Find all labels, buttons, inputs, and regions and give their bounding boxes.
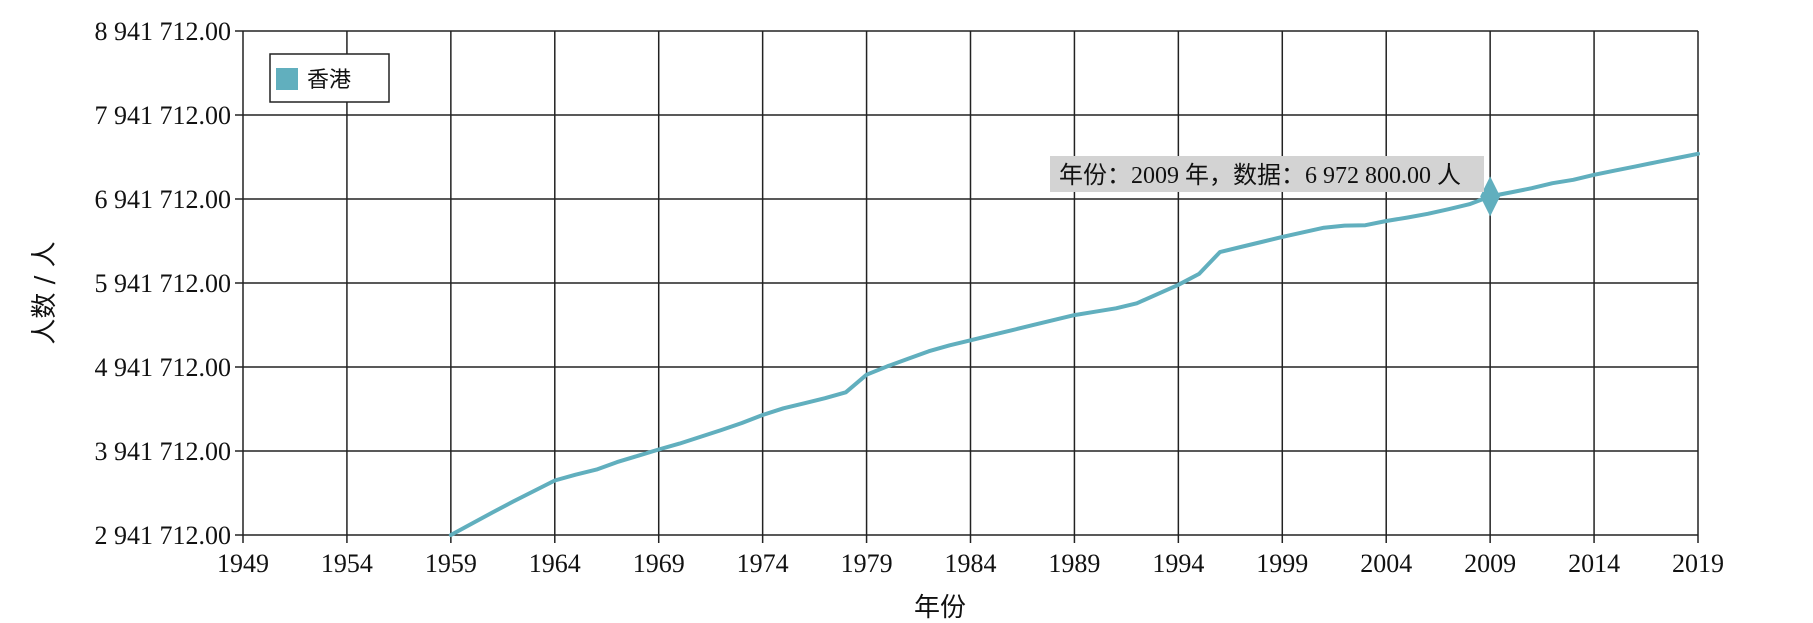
- x-tick-label: 1969: [633, 549, 685, 578]
- x-tick-label: 2009: [1464, 549, 1516, 578]
- x-tick-label: 1974: [737, 549, 789, 578]
- tooltip-text: 年份：2009 年，数据：6 972 800.00 人: [1059, 162, 1461, 189]
- x-axis-title: 年份: [914, 593, 966, 623]
- y-tick-label: 8 941 712.00: [95, 17, 232, 46]
- y-tick-label: 6 941 712.00: [95, 185, 232, 214]
- y-tick-label: 5 941 712.00: [95, 269, 232, 298]
- x-tick-label: 1999: [1256, 549, 1308, 578]
- x-tick-label: 1949: [217, 549, 269, 578]
- tooltip: 年份：2009 年，数据：6 972 800.00 人: [1050, 156, 1484, 192]
- tooltip-box: [1050, 156, 1484, 192]
- x-tick-label: 1959: [425, 549, 477, 578]
- legend-swatch: [276, 68, 298, 90]
- highlight-marker[interactable]: [1480, 176, 1501, 217]
- x-tick-label: 1964: [529, 549, 581, 578]
- y-tick-label: 7 941 712.00: [95, 101, 232, 130]
- grid: [235, 30, 1699, 543]
- x-tick-label: 2004: [1360, 549, 1412, 578]
- y-tick-label: 4 941 712.00: [95, 353, 232, 382]
- x-tick-label: 1984: [945, 549, 997, 578]
- x-tick-label: 2014: [1568, 549, 1620, 578]
- series-layer: [448, 151, 1700, 537]
- y-tick-label: 3 941 712.00: [95, 437, 232, 466]
- x-tick-label: 2019: [1672, 549, 1724, 578]
- x-tick-label: 1979: [841, 549, 893, 578]
- tick-labels: 1949 1954 1959 1964 1969 1974 1979 1984 1989 1994…: [95, 17, 1725, 578]
- y-tick-label: 2 941 712.00: [95, 521, 232, 550]
- legend-label: 香港: [307, 68, 351, 93]
- y-axis-title: 人数 / 人: [30, 241, 60, 344]
- legend[interactable]: 香港: [269, 53, 390, 103]
- x-tick-label: 1989: [1048, 549, 1100, 578]
- x-tick-label: 1994: [1152, 549, 1204, 578]
- x-tick-label: 1954: [321, 549, 373, 578]
